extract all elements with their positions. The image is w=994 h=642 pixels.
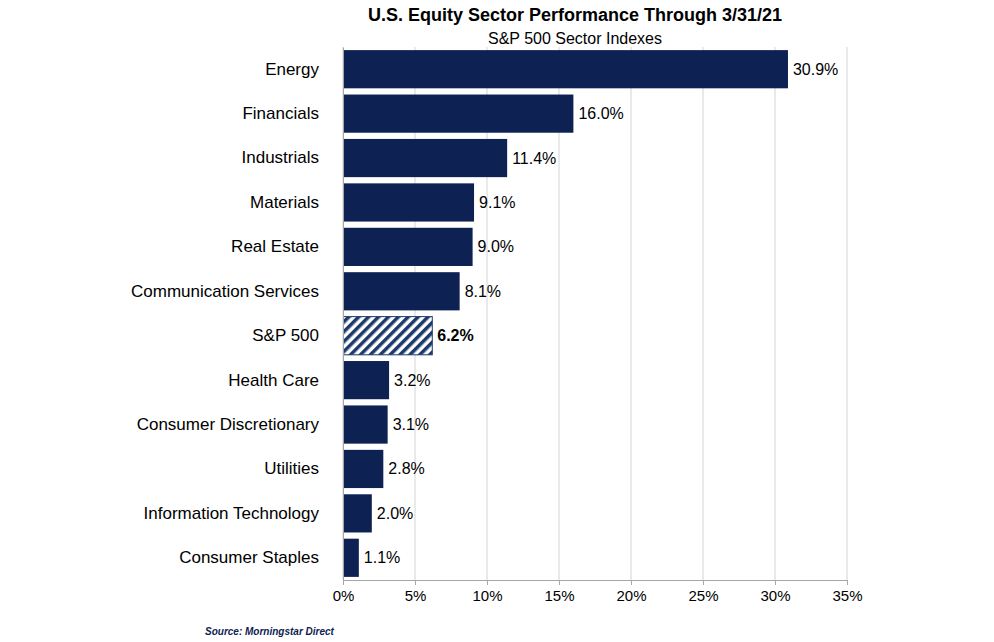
tick-mark xyxy=(847,580,848,585)
tick: Energy xyxy=(265,60,343,79)
category-axis: Energy Financials Industrials Materials Real… xyxy=(131,48,344,581)
tick-mark xyxy=(343,580,344,585)
data-label: 16.0% xyxy=(578,105,623,122)
tick: 25% xyxy=(688,580,718,604)
tick-label: 10% xyxy=(472,587,502,604)
grid-line xyxy=(703,47,704,580)
tick-label: Health Care xyxy=(228,371,319,390)
bar xyxy=(343,139,507,177)
tick-mark xyxy=(631,580,632,585)
data-label: 9.1% xyxy=(479,194,515,211)
bar xyxy=(343,95,573,133)
bar xyxy=(343,539,359,577)
tick-label: 5% xyxy=(405,587,427,604)
tick-label: 25% xyxy=(688,587,718,604)
bar xyxy=(343,50,788,88)
tick-label: 30% xyxy=(760,587,790,604)
tick-label: Consumer Staples xyxy=(179,548,319,567)
axis-line xyxy=(344,581,848,586)
grid-line xyxy=(775,47,776,580)
subtitle: S&P 500 Sector Indexes xyxy=(488,30,662,47)
chart: 0% 5% 10% 15% 20% 25% 30% 35% Energy Financials In… xyxy=(0,0,994,642)
grid-line xyxy=(847,47,848,580)
tick: S&P 500 xyxy=(252,326,343,345)
data-label: 2.8% xyxy=(388,460,424,477)
tick-mark xyxy=(415,580,416,585)
tick: Health Care xyxy=(228,371,343,390)
tick-label: Utilities xyxy=(264,459,319,478)
data-label: 8.1% xyxy=(465,283,501,300)
tick: 5% xyxy=(405,580,427,604)
data-label: 30.9% xyxy=(793,61,838,78)
tick-label: 0% xyxy=(333,587,355,604)
data-label: 6.2% xyxy=(437,327,473,344)
tick-label: Industrials xyxy=(242,148,319,167)
tick-label: Energy xyxy=(265,60,319,79)
bar xyxy=(343,494,372,532)
tick: 15% xyxy=(544,580,574,604)
tick-label: Real Estate xyxy=(231,237,319,256)
data-labels: 30.9% 16.0% 11.4% 9.1% 9.0% 8.1% 6.2% 3.2% 3.1% 2… xyxy=(364,61,838,567)
tick: 10% xyxy=(472,580,502,604)
tick-label: Consumer Discretionary xyxy=(137,415,320,434)
tick-label: Information Technology xyxy=(144,504,320,523)
tick: 30% xyxy=(760,580,790,604)
grid xyxy=(343,47,847,580)
tick: Communication Services xyxy=(131,282,343,301)
tick: 0% xyxy=(333,580,355,604)
bar xyxy=(343,450,383,488)
title: U.S. Equity Sector Performance Through 3… xyxy=(368,5,782,25)
data-label: 1.1% xyxy=(364,549,400,566)
tick-label: 15% xyxy=(544,587,574,604)
tick: Materials xyxy=(250,193,343,212)
tick: Financials xyxy=(242,104,343,123)
tick: Utilities xyxy=(264,459,343,478)
axis-line xyxy=(343,48,344,581)
data-label: 11.4% xyxy=(512,150,556,167)
tick: 20% xyxy=(616,580,646,604)
tick-mark xyxy=(559,580,560,585)
data-label: 2.0% xyxy=(377,505,413,522)
tick-label: Communication Services xyxy=(131,282,319,301)
tick-mark xyxy=(487,580,488,585)
tick: Real Estate xyxy=(231,237,343,256)
bar xyxy=(343,317,432,355)
grid-line xyxy=(343,47,344,580)
tick: Consumer Staples xyxy=(179,548,343,567)
bar xyxy=(343,183,474,221)
bar xyxy=(343,228,473,266)
data-label: 3.1% xyxy=(393,416,429,433)
bar xyxy=(343,405,388,443)
tick-label: S&P 500 xyxy=(252,326,319,345)
data-label: 9.0% xyxy=(478,238,514,255)
tick: Information Technology xyxy=(144,504,343,523)
tick-mark xyxy=(703,580,704,585)
tick-mark xyxy=(775,580,776,585)
tick-label: Materials xyxy=(250,193,319,212)
tick-label: Financials xyxy=(242,104,319,123)
source: Source: Morningstar Direct xyxy=(205,626,335,637)
tick: Industrials xyxy=(242,148,343,167)
bars xyxy=(343,50,788,577)
tick: 35% xyxy=(832,580,862,604)
tick: Consumer Discretionary xyxy=(137,415,343,434)
data-label: 3.2% xyxy=(394,372,430,389)
grid-line xyxy=(631,47,632,580)
tick-label: 20% xyxy=(616,587,646,604)
tick-label: 35% xyxy=(832,587,862,604)
value-axis: 0% 5% 10% 15% 20% 25% 30% 35% xyxy=(333,580,863,604)
bar xyxy=(343,361,389,399)
bar xyxy=(343,272,460,310)
